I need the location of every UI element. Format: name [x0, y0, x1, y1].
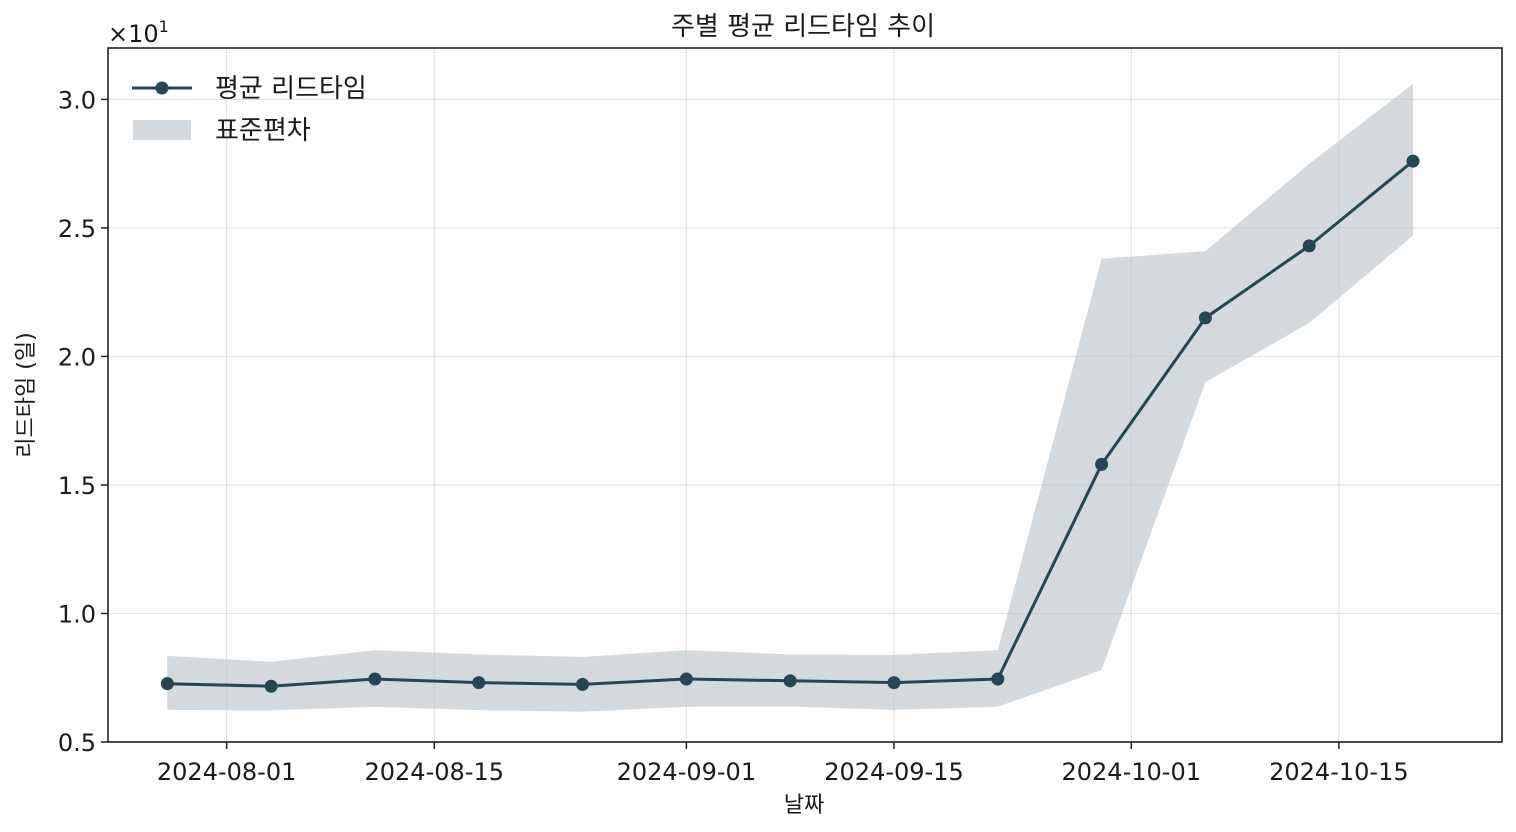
std-band [167, 84, 1413, 712]
y-tick-label: 2.0 [58, 343, 96, 371]
data-point [991, 672, 1005, 686]
x-tick-label: 2024-10-01 [1062, 758, 1201, 786]
legend: 평균 리드타임 표준편차 [132, 74, 367, 146]
series-layer [160, 154, 1420, 693]
x-axis-title: 날짜 [784, 793, 824, 818]
std-band-layer [167, 84, 1413, 712]
data-point [1198, 311, 1212, 325]
data-point [576, 677, 590, 691]
x-axis-ticks: 2024-08-01 2024-08-15 2024-09-01 2024-09-15… [157, 742, 1409, 786]
legend-band-swatch [133, 120, 191, 140]
y-tick-label: 3.0 [58, 86, 96, 114]
y-tick-label: 2.5 [58, 215, 96, 243]
data-point [472, 676, 486, 690]
data-point [1095, 457, 1109, 471]
data-point [783, 674, 797, 688]
data-point [368, 672, 382, 686]
data-point [160, 677, 174, 691]
x-tick-label: 2024-09-01 [617, 758, 756, 786]
y-tick-label: 0.5 [58, 729, 96, 757]
data-point [679, 672, 693, 686]
data-point [887, 676, 901, 690]
y-offset-exponent: 1 [159, 17, 169, 36]
data-point [1302, 239, 1316, 253]
y-tick-label: 1.5 [58, 472, 96, 500]
legend-label-mean: 평균 리드타임 [215, 74, 367, 104]
data-point [1406, 154, 1420, 168]
y-offset-label: ×101 [108, 17, 169, 48]
y-axis-ticks: 0.5 1.0 1.5 2.0 2.5 3.0 [58, 86, 108, 757]
x-tick-label: 2024-10-15 [1269, 758, 1408, 786]
x-tick-label: 2024-08-15 [365, 758, 504, 786]
x-tick-label: 2024-08-01 [157, 758, 296, 786]
y-tick-label: 1.0 [58, 600, 96, 628]
legend-label-std: 표준편차 [215, 116, 311, 146]
grid-lines [108, 48, 1502, 743]
y-axis-title: 리드타임 (일) [14, 332, 39, 457]
x-tick-label: 2024-09-15 [824, 758, 963, 786]
chart-title: 주별 평균 리드타임 추이 [671, 12, 935, 42]
legend-marker-swatch [155, 81, 169, 95]
plot-frame [107, 47, 1503, 743]
data-point [264, 679, 278, 693]
